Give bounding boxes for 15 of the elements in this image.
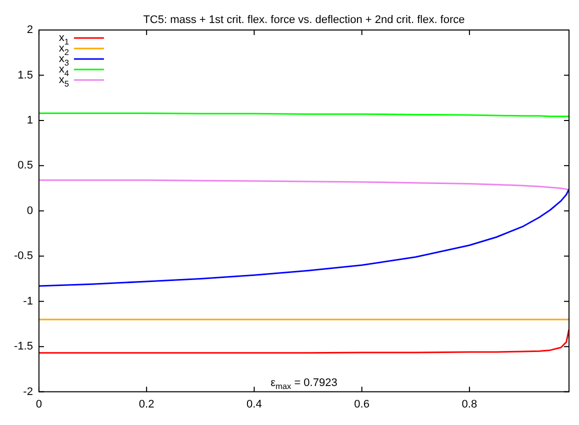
y-tick-label: 1 xyxy=(26,114,33,126)
x-tick-label: 0.6 xyxy=(354,398,370,410)
y-tick-label: -0.5 xyxy=(14,250,33,262)
y-tick-label: -2 xyxy=(23,386,33,398)
x-tick-label: 0.8 xyxy=(462,398,478,410)
y-tick-label: 0.5 xyxy=(18,160,33,172)
y-tick-label: 2 xyxy=(26,24,33,36)
x-tick-label: 0 xyxy=(36,398,42,410)
y-tick-label: -1.5 xyxy=(14,340,33,353)
y-tick-label: 0 xyxy=(26,204,33,217)
y-tick-label: 1.5 xyxy=(18,69,33,82)
chart-title: TC5: mass + 1st crit. flex. force vs. deflection + 2nd crit. flex. force xyxy=(143,14,465,26)
x-tick-label: 0.2 xyxy=(138,398,154,410)
x-tick-label: 0.4 xyxy=(246,398,262,410)
y-tick-label: -1 xyxy=(23,295,33,308)
